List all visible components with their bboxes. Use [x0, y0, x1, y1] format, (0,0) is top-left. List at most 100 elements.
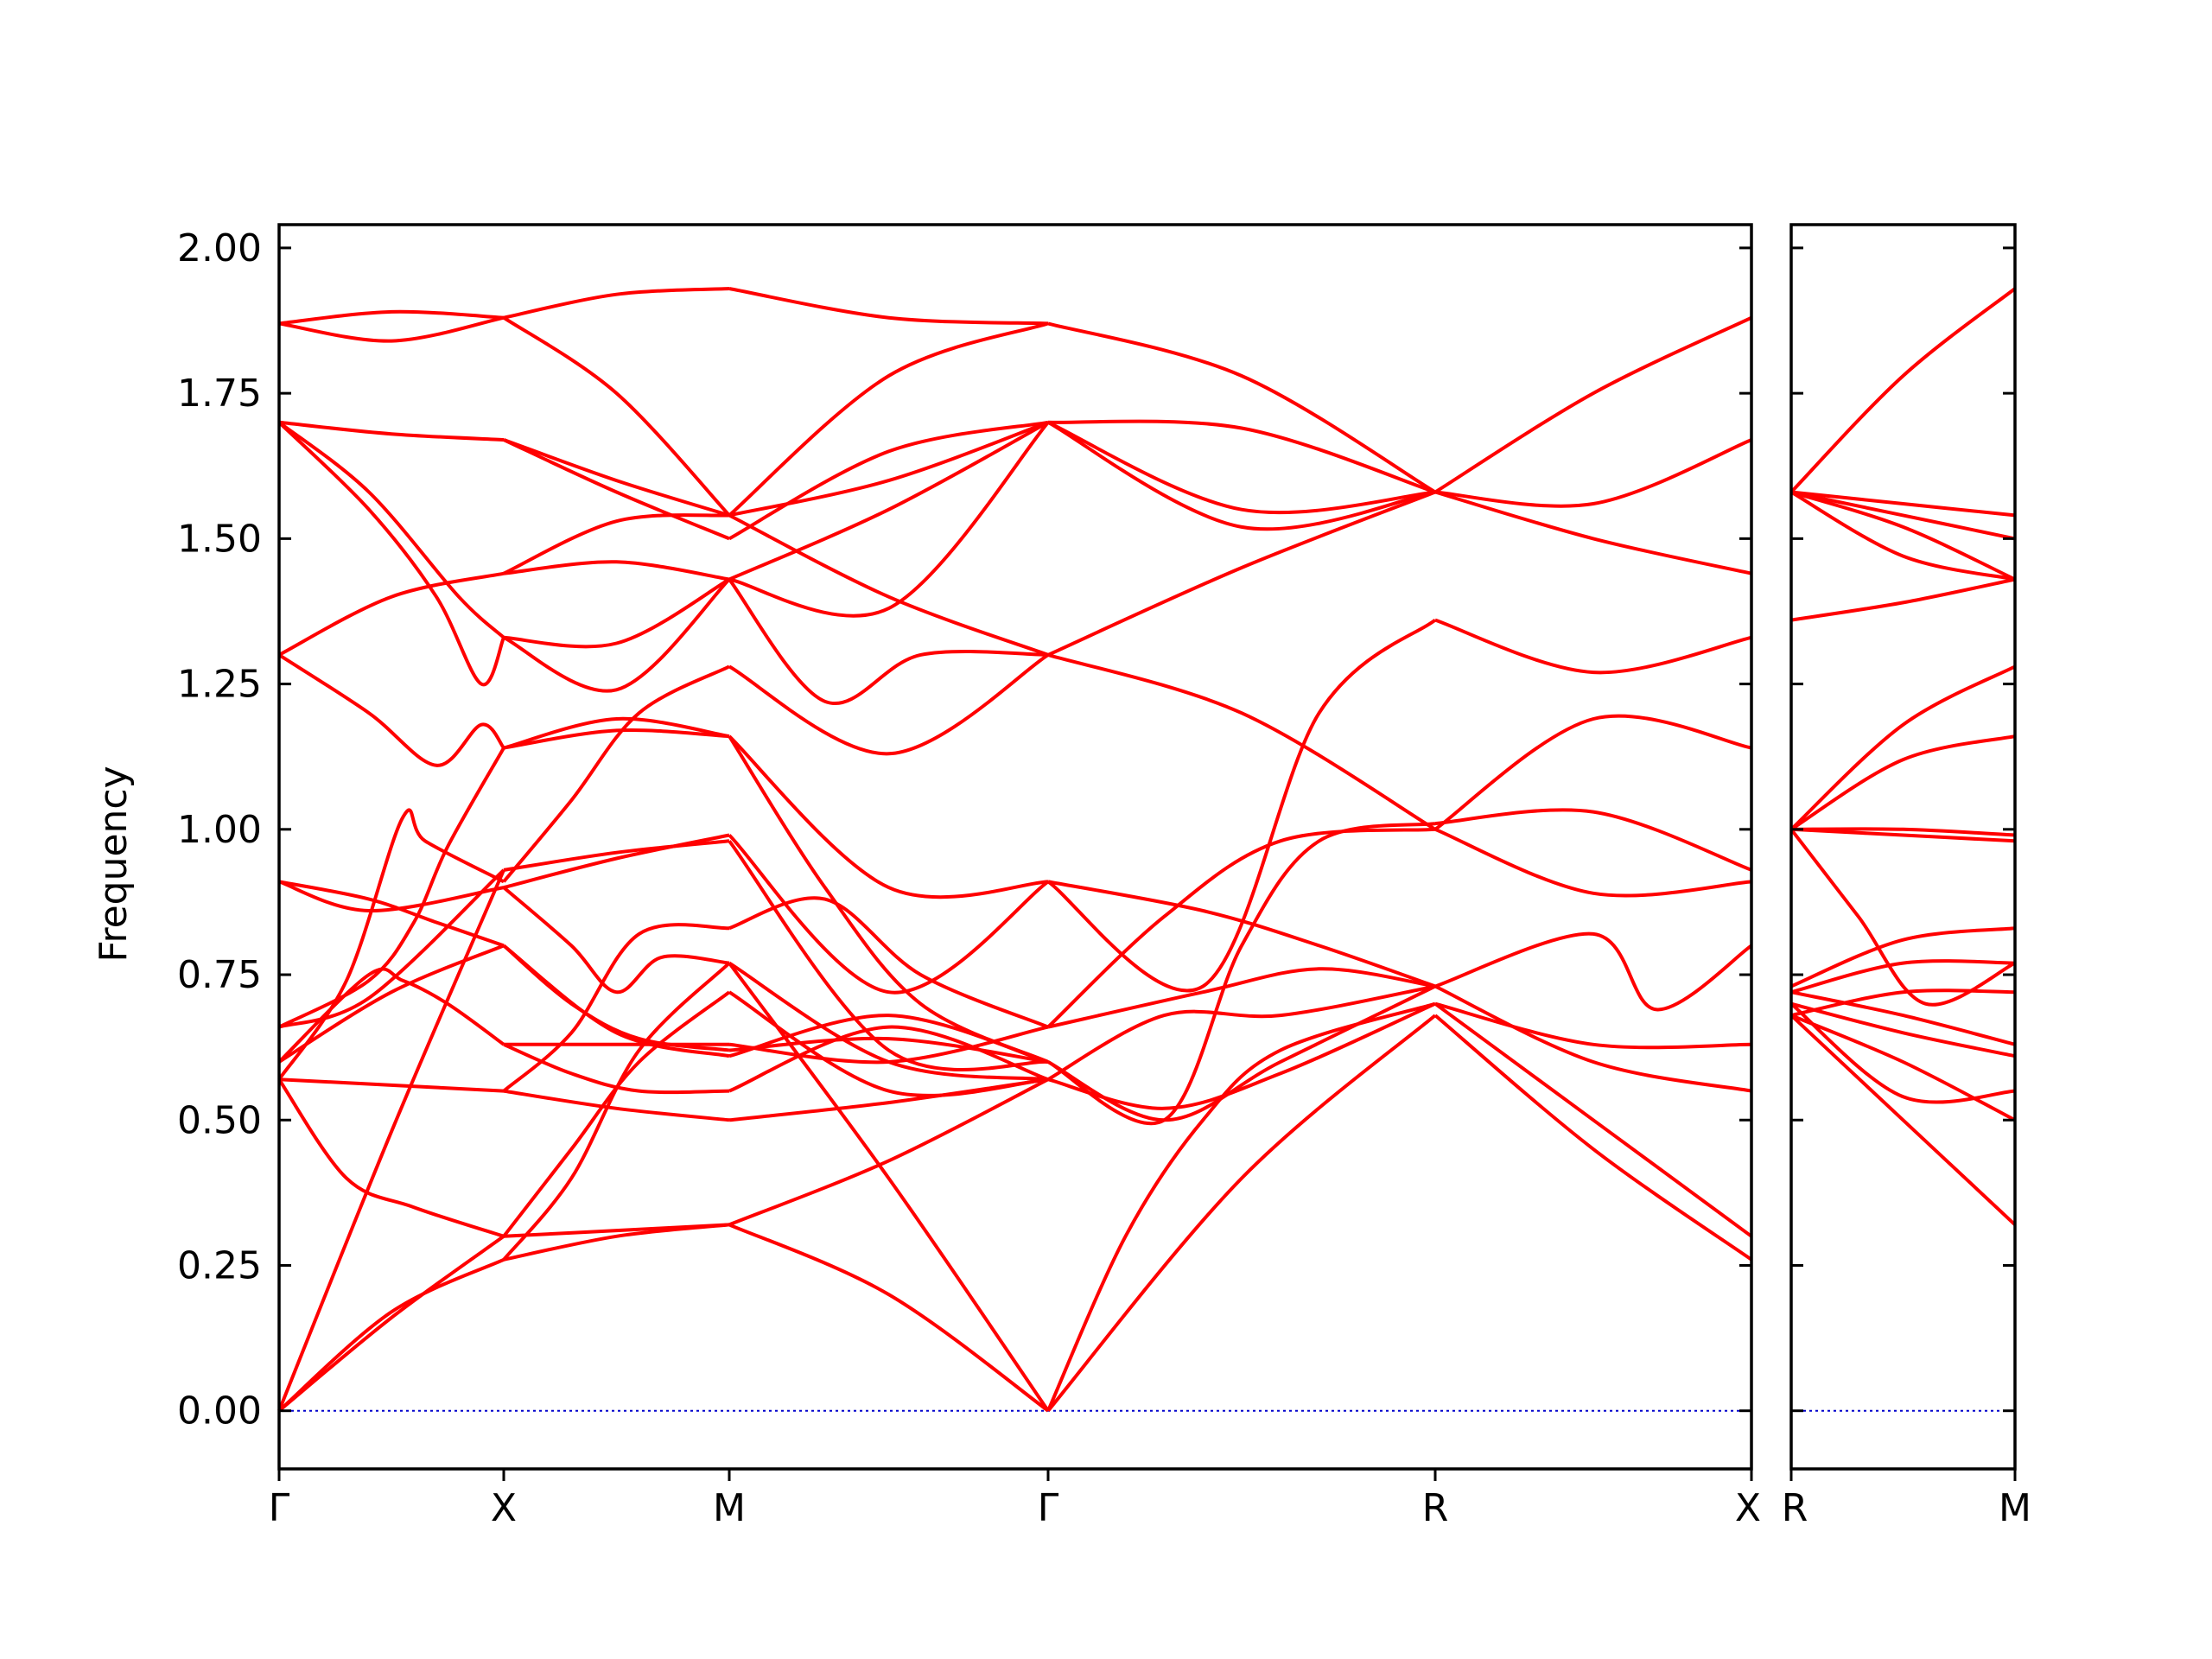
- band-R-M-2: [1789, 1002, 2016, 1104]
- band-Γ-X-6: [277, 944, 505, 1064]
- band-R-M-14: [1790, 490, 2016, 582]
- bands: [277, 287, 1753, 1413]
- band-Γ-R-14: [1047, 421, 1436, 531]
- band-Γ-R-11: [1047, 652, 1437, 831]
- x-tick-label: R: [1422, 1486, 1449, 1530]
- band-R-M-18: [1789, 287, 2017, 493]
- x-tick-label: Γ: [269, 1486, 290, 1530]
- y-tick-label: 1.75: [177, 372, 262, 416]
- band-M-Γ-15: [728, 653, 1050, 756]
- band-R-X-1: [1433, 1002, 1753, 1238]
- band-Γ-R-6: [1047, 822, 1436, 1126]
- band-M-Γ-13: [728, 734, 1049, 899]
- band-R-X-3: [1434, 931, 1753, 1012]
- plot-frame: [277, 223, 1753, 1471]
- band-Γ-X-13: [277, 653, 505, 767]
- band-Γ-X-12: [278, 571, 505, 657]
- y-tick-label: 1.25: [177, 663, 262, 707]
- band-R-M-1: [1790, 1014, 2016, 1122]
- band-X-M-13: [503, 716, 730, 750]
- band-M-Γ-17: [728, 421, 1050, 618]
- band-Γ-R-9: [1047, 880, 1436, 988]
- band-M-Γ-22: [728, 321, 1049, 517]
- band-M-Γ-2: [728, 1077, 1049, 1227]
- band-Γ-R-3: [1047, 984, 1436, 1081]
- band-Γ-R-10: [1047, 490, 1436, 657]
- band-Γ-R-13: [1047, 420, 1436, 515]
- x-tick-label: X: [1735, 1486, 1761, 1530]
- band-R-X-10: [1434, 438, 1752, 508]
- band-Γ-X-16: [278, 420, 505, 442]
- band-Γ-X-4: [277, 1078, 505, 1238]
- band-R-M-16: [1790, 490, 2016, 541]
- band-R-M-12: [1789, 828, 2016, 1007]
- band-M-Γ-1: [728, 962, 1050, 1412]
- bands: [1789, 287, 2017, 1226]
- band-R-X-11: [1433, 315, 1752, 494]
- band-M-Γ-6: [728, 1036, 1049, 1064]
- band-Γ-X-7: [277, 967, 505, 1064]
- plot-frame: [1789, 223, 2017, 1471]
- band-Γ-X-14: [277, 421, 505, 687]
- panel-main: 0.00 0.25 0.50 0.75 1.00 1.25 1.50 1.75 2.00 Γ X M Γ…: [177, 223, 1761, 1530]
- band-R-X-7: [1433, 714, 1752, 831]
- band-R-X-2: [1434, 984, 1752, 1093]
- band-R-M-6: [1790, 959, 2016, 995]
- band-R-X-4: [1434, 1001, 1752, 1050]
- band-R-M-8: [1790, 827, 2016, 843]
- band-X-M-3: [502, 990, 731, 1238]
- band-X-M-19: [503, 560, 730, 582]
- band-R-M-10: [1789, 734, 2016, 831]
- y-tick-label: 1.00: [177, 808, 262, 852]
- band-M-Γ-3: [728, 1077, 1049, 1122]
- band-X-M-23: [502, 316, 731, 517]
- band-Γ-X-15: [277, 421, 505, 639]
- band-R-M-9: [1790, 827, 2016, 837]
- band-M-Γ-18: [728, 421, 1049, 582]
- band-Γ-R-0: [1046, 1014, 1437, 1412]
- band-R-M-4: [1790, 990, 2016, 1046]
- band-M-Γ-4: [728, 1025, 1049, 1093]
- band-Γ-X-8: [278, 747, 505, 1029]
- y-tick-label: 2.00: [177, 226, 262, 270]
- band-M-Γ-16: [728, 578, 1049, 705]
- band-X-M-15: [502, 664, 730, 883]
- y-tick-label: 0.50: [177, 1098, 262, 1142]
- x-tick-label: R: [1782, 1486, 1808, 1530]
- band-M-Γ-23: [728, 287, 1049, 326]
- band-R-M-0: [1789, 1014, 2017, 1226]
- band-X-M-1: [503, 1223, 730, 1238]
- band-Γ-R-15: [1047, 321, 1437, 494]
- band-M-Γ-14: [728, 735, 1049, 1064]
- x-tick-label: Γ: [1038, 1486, 1059, 1530]
- band-M-Γ-8: [728, 990, 1049, 1097]
- band-Γ-R-5: [1046, 827, 1436, 1029]
- band-Γ-R-8: [1046, 619, 1437, 993]
- band-X-M-5: [502, 923, 730, 1093]
- band-X-M-20: [503, 438, 730, 518]
- x-tick-label: X: [491, 1486, 517, 1530]
- band-X-M-21: [503, 438, 730, 541]
- band-Γ-X-17: [278, 315, 505, 343]
- band-R-X-8: [1434, 618, 1752, 675]
- band-Γ-R-12: [1047, 419, 1436, 494]
- band-R-X-9: [1434, 490, 1752, 575]
- y-tick-label: 0.25: [177, 1243, 262, 1287]
- band-Γ-X-10: [278, 880, 505, 913]
- y-tick-label: 0.00: [177, 1389, 262, 1433]
- band-X-M-18: [503, 513, 730, 575]
- band-M-Γ-0: [728, 1223, 1050, 1413]
- band-X-M-16: [503, 578, 731, 693]
- band-X-M-22: [503, 287, 730, 320]
- band-X-M-17: [503, 577, 730, 649]
- band-M-Γ-12: [728, 834, 1050, 995]
- band-Γ-X-18: [278, 309, 505, 326]
- band-R-M-5: [1790, 988, 2016, 1018]
- y-tick-label: 1.50: [177, 517, 262, 561]
- x-tick-label: M: [1999, 1486, 2031, 1530]
- y-axis-title: Frequency: [92, 766, 136, 962]
- band-X-M-12: [503, 728, 730, 750]
- band-R-X-0: [1433, 1014, 1753, 1262]
